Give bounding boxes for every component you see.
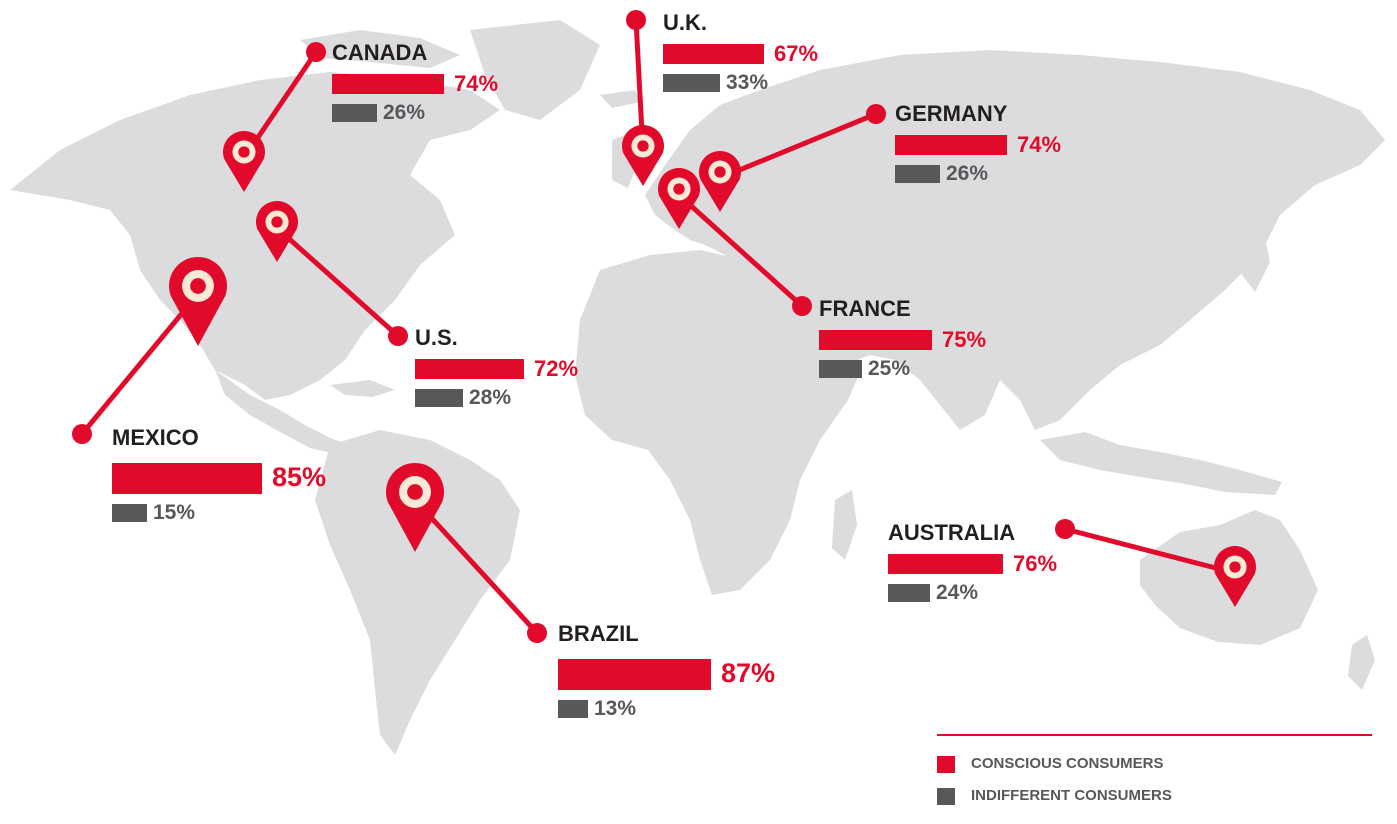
connector-dot-germany: [866, 104, 886, 124]
indifferent-bar: [888, 584, 930, 602]
country-name: U.S.: [415, 325, 458, 350]
connector-dot-us: [388, 326, 408, 346]
conscious-bar: [332, 74, 444, 94]
map-pin-icon: [1214, 545, 1257, 607]
conscious-percent: 75%: [942, 326, 987, 352]
conscious-bar: [819, 330, 932, 350]
country-name: U.K.: [663, 10, 707, 35]
legend-swatch-conscious: [937, 756, 955, 773]
map-pin-icon: [223, 130, 265, 192]
indifferent-bar: [415, 389, 463, 407]
landmass-indonesia: [1040, 432, 1282, 495]
connector-line-france: [676, 192, 805, 309]
map-pin-icon: [255, 200, 298, 262]
conscious-percent: 72%: [534, 355, 579, 381]
indifferent-percent: 25%: [868, 357, 911, 380]
conscious-bar: [558, 659, 711, 690]
landmass-japan: [1242, 222, 1270, 292]
indifferent-bar: [332, 104, 377, 122]
landmass-layer: [10, 20, 1385, 755]
landmass-madagascar: [832, 490, 857, 560]
country-name: GERMANY: [895, 101, 1008, 126]
conscious-bar: [888, 554, 1003, 574]
landmass-central-america: [215, 370, 350, 455]
legend-label-indifferent: INDIFFERENT CONSUMERS: [971, 787, 1172, 804]
map-pin-icon: [386, 462, 445, 552]
connector-layer: [72, 10, 1238, 643]
conscious-bar: [663, 44, 764, 64]
indifferent-bar: [819, 360, 862, 378]
map-pin-icon: [699, 150, 741, 212]
legend-label-conscious: CONSCIOUS CONSUMERS: [971, 755, 1164, 772]
conscious-percent: 74%: [454, 70, 499, 96]
connector-dot-uk: [626, 10, 646, 30]
indifferent-percent: 24%: [936, 581, 979, 604]
legend-swatch-indifferent: [937, 788, 955, 805]
connector-line-australia: [1062, 526, 1238, 576]
country-name: FRANCE: [819, 296, 911, 321]
connector-dot-australia: [1055, 519, 1075, 539]
conscious-percent: 87%: [721, 658, 776, 689]
map-pin-icon: [622, 124, 664, 186]
indifferent-percent: 26%: [383, 101, 426, 124]
conscious-bar: [112, 463, 262, 494]
country-name: BRAZIL: [558, 621, 639, 646]
connector-line-us: [274, 225, 401, 339]
landmass-iceland: [600, 90, 640, 108]
country-name: CANADA: [332, 40, 428, 65]
conscious-percent: 85%: [272, 462, 327, 493]
indifferent-percent: 15%: [153, 501, 196, 524]
indifferent-bar: [663, 74, 720, 92]
legend: CONSCIOUS CONSUMERS INDIFFERENT CONSUMER…: [937, 734, 1372, 814]
indifferent-percent: 28%: [469, 386, 512, 409]
landmass-north-america: [10, 72, 500, 400]
landmass-caribbean: [330, 380, 395, 397]
indifferent-bar: [558, 700, 588, 718]
legend-divider: [937, 734, 1372, 736]
connector-dot-france: [792, 296, 812, 316]
marker-layer: [168, 124, 1257, 607]
conscious-bar: [895, 135, 1007, 155]
connector-line-mexico: [79, 291, 201, 437]
indifferent-bar: [895, 165, 940, 183]
landmass-africa: [575, 250, 860, 595]
map-pin-icon: [168, 256, 228, 346]
landmass-greenland: [470, 20, 600, 120]
conscious-bar: [415, 359, 524, 379]
connector-dot-canada: [306, 42, 326, 62]
landmass-south-america: [315, 430, 520, 755]
map-pin-icon: [658, 167, 700, 229]
conscious-percent: 74%: [1017, 131, 1062, 157]
indifferent-percent: 13%: [594, 697, 637, 720]
indifferent-percent: 33%: [726, 71, 769, 94]
connector-dot-brazil: [527, 623, 547, 643]
connector-line-germany: [717, 111, 879, 181]
country-name: MEXICO: [112, 425, 199, 450]
indifferent-percent: 26%: [946, 162, 989, 185]
landmass-new-zealand: [1348, 635, 1375, 690]
conscious-percent: 76%: [1013, 550, 1058, 576]
connector-line-brazil: [412, 497, 540, 636]
landmass-arctic-islands: [300, 30, 460, 68]
conscious-percent: 67%: [774, 40, 819, 66]
country-name: AUSTRALIA: [888, 520, 1016, 545]
indifferent-bar: [112, 504, 147, 522]
connector-dot-mexico: [72, 424, 92, 444]
